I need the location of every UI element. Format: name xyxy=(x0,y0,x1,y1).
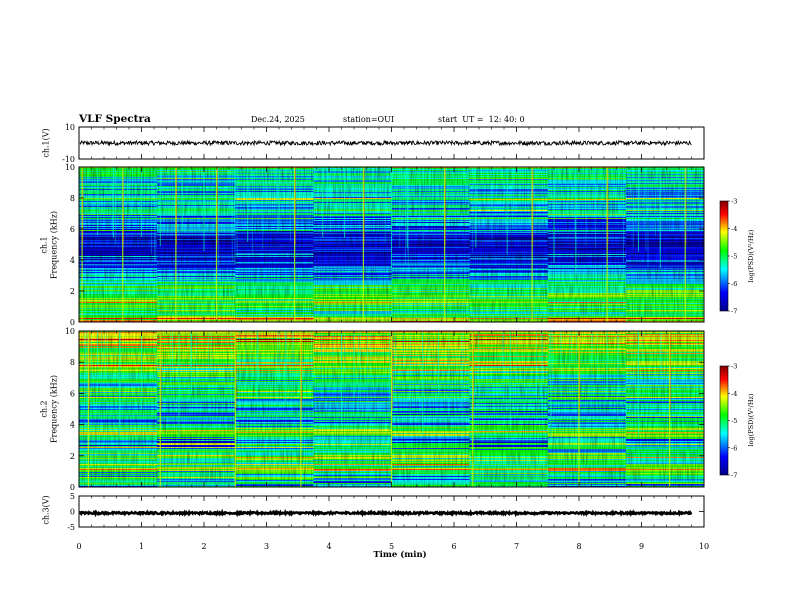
s2-ytick-label: 4 xyxy=(70,421,75,430)
time-tick-label: 0 xyxy=(76,542,81,551)
ch3-waveform-panel: 5 0 -5 xyxy=(67,492,705,532)
cb2-tick-label: -4 xyxy=(731,390,737,398)
time-tick-label: 1 xyxy=(139,542,144,551)
cb2-gradient xyxy=(719,365,729,476)
time-tick-label: 5 xyxy=(389,542,394,551)
xaxis-label: Time (min) xyxy=(373,550,427,560)
time-tick-label: 3 xyxy=(264,542,269,551)
time-tick-label: 4 xyxy=(326,542,331,551)
ch3-ytick-label: 5 xyxy=(70,492,75,501)
s2-image xyxy=(79,331,704,487)
ch1-trace xyxy=(79,139,692,147)
s2-ytick-label: 0 xyxy=(70,483,75,492)
ch1-colorbar-label: log(PSD)(V²/Hz) xyxy=(747,229,755,283)
cb2-tick-label: -3 xyxy=(731,363,737,371)
s2-ytick-label: 6 xyxy=(70,389,75,398)
time-axis: 0 1 2 3 4 5 6 7 8 9 10 xyxy=(76,542,709,551)
time-tick-label: 7 xyxy=(514,542,519,551)
cb2-tick-label: -6 xyxy=(731,444,737,452)
ch2-spectrogram-ylabel-frequency: Frequency (kHz) xyxy=(49,374,59,444)
s2-ytick-label: 2 xyxy=(70,452,75,461)
ch2-colorbar-label: log(PSD)(V²/Hz) xyxy=(747,393,755,447)
cb2-tick-label: -7 xyxy=(731,472,737,480)
s2-ytick-label: 10 xyxy=(65,327,75,336)
ch2-spectrogram-ylabel-channel: ch.2 xyxy=(39,400,49,418)
s1-ytick-label: 4 xyxy=(70,256,75,265)
ch3-ytick-label: -5 xyxy=(67,523,75,532)
cb2-tick-label: -5 xyxy=(731,417,737,425)
date-label: Dec.24, 2025 xyxy=(251,115,305,124)
cb1-tick-label: -3 xyxy=(731,198,737,206)
cb1-tick-label: -5 xyxy=(731,253,737,261)
station-label: station=OUI xyxy=(343,115,394,124)
cb1-gradient xyxy=(719,200,729,312)
ch1-ylabel: ch.1(V) xyxy=(41,128,51,158)
figure-title: VLF Spectra xyxy=(79,113,151,125)
ch2-spectrogram-panel: 0 2 4 6 8 10 xyxy=(65,327,705,492)
ch3-ylabel: ch.3(V) xyxy=(41,495,51,525)
ch1-colorbar: -3 -4 -5 -6 -7 xyxy=(719,198,737,316)
ch3-ytick-label: 0 xyxy=(70,508,75,517)
cb1-tick-label: -4 xyxy=(731,225,737,233)
s1-ytick-label: 2 xyxy=(70,287,75,296)
ch1-ytick-label: 10 xyxy=(65,123,75,132)
s1-ytick-label: 10 xyxy=(65,163,75,172)
s2-ytick-label: 8 xyxy=(70,358,75,367)
ch1-waveform-panel: 10 -10 xyxy=(62,123,705,164)
ch1-ytick-label: -10 xyxy=(62,155,75,164)
s1-image xyxy=(79,167,704,322)
time-tick-label: 6 xyxy=(451,542,456,551)
ch1-spectrogram-panel: 0 2 4 6 8 10 xyxy=(65,163,705,327)
time-tick-label: 8 xyxy=(576,542,581,551)
s1-ytick-label: 0 xyxy=(70,318,75,327)
ch1-spectrogram-ylabel-frequency: Frequency (kHz) xyxy=(49,210,59,280)
ch1-spectrogram-ylabel-channel: ch.1 xyxy=(39,236,49,254)
ch3-trace xyxy=(78,508,693,518)
start-time-label: start UT = 12: 40: 0 xyxy=(438,115,525,124)
time-tick-label: 9 xyxy=(639,542,644,551)
cb1-tick-label: -6 xyxy=(731,280,737,288)
cb1-tick-label: -7 xyxy=(731,308,737,316)
ch2-colorbar: -3 -4 -5 -6 -7 xyxy=(719,363,737,480)
time-tick-label: 2 xyxy=(201,542,206,551)
time-tick-label: 10 xyxy=(699,542,709,551)
s1-ytick-label: 8 xyxy=(70,194,75,203)
s1-ytick-label: 6 xyxy=(70,225,75,234)
